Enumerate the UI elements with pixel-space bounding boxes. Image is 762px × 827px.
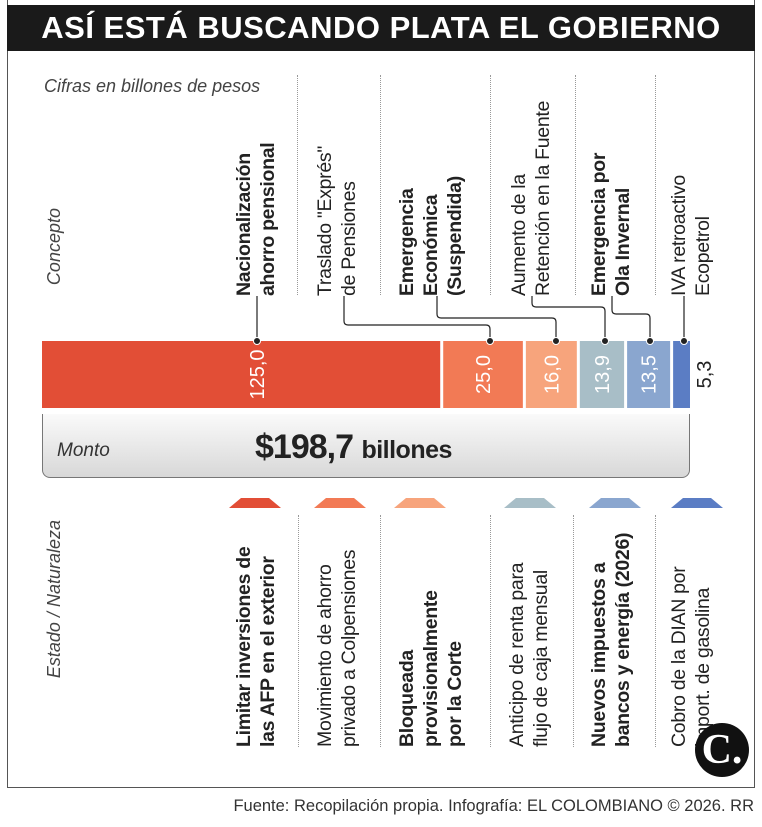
dotted-divider xyxy=(655,515,656,747)
title: ASÍ ESTÁ BUSCANDO PLATA EL GOBIERNO xyxy=(7,5,755,51)
total-label: Monto xyxy=(57,440,110,461)
value-label: 25,0 xyxy=(473,355,495,394)
dotted-divider xyxy=(380,515,381,747)
dotted-divider xyxy=(655,75,656,295)
units-note: Cifras en billones de pesos xyxy=(44,76,261,96)
leader-line xyxy=(436,296,557,341)
bar-segment xyxy=(627,341,671,408)
el-colombiano-logo: C. xyxy=(695,723,749,777)
status-cap-marker xyxy=(394,498,446,508)
dotted-divider xyxy=(490,515,491,747)
value-label: 13,5 xyxy=(639,355,661,394)
status-cap-marker xyxy=(671,498,723,508)
value-label: 16,0 xyxy=(541,355,563,394)
leader-line xyxy=(611,296,651,341)
status-cap-marker xyxy=(314,498,366,508)
leader-dot xyxy=(646,337,654,345)
dotted-divider xyxy=(298,515,299,747)
bar-segment xyxy=(42,341,441,408)
bar-segment xyxy=(579,341,625,408)
total-amount: $198,7 xyxy=(255,428,354,466)
leader-dot xyxy=(680,337,688,345)
dotted-divider xyxy=(297,75,298,295)
status-cap-marker xyxy=(589,498,641,508)
value-label: 125,0 xyxy=(247,349,269,399)
leader-line xyxy=(343,296,491,341)
dotted-divider xyxy=(575,75,576,295)
dotted-divider xyxy=(490,75,491,295)
leader-dot xyxy=(601,337,609,345)
status-cap-marker xyxy=(229,498,281,508)
dotted-divider xyxy=(573,515,574,747)
bar-segment xyxy=(443,341,523,408)
value-label: 5,3 xyxy=(694,361,716,389)
leader-dot xyxy=(552,337,560,345)
source-footer: Fuente: Recopilación propia. Infografía:… xyxy=(233,797,754,815)
total-box: Monto $198,7 billones xyxy=(42,414,690,478)
status-cap-marker xyxy=(504,498,556,508)
value-label: 13,9 xyxy=(592,355,614,394)
leader-dot xyxy=(486,337,494,345)
total-value: $198,7 billones xyxy=(255,428,452,467)
bar-segment xyxy=(673,341,690,408)
infographic-frame xyxy=(7,0,755,788)
dotted-divider xyxy=(380,75,381,295)
leader-dot xyxy=(253,337,261,345)
total-unit: billones xyxy=(361,436,452,464)
bar-segment xyxy=(525,341,577,408)
leader-line xyxy=(531,296,606,341)
